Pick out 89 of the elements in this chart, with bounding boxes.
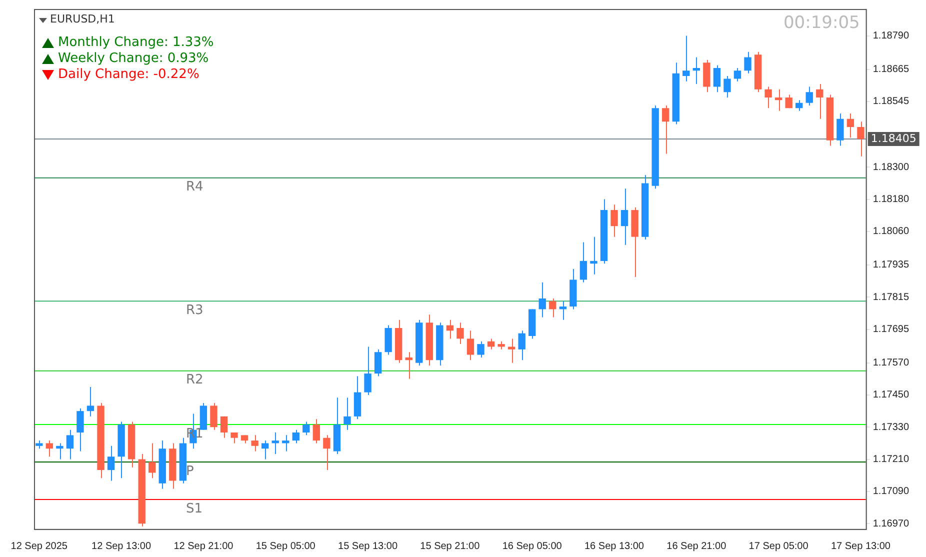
y-tick-label: 1.17090	[872, 486, 910, 498]
candlestick	[56, 442, 64, 460]
candlestick	[662, 104, 670, 154]
x-tick-label: 12 Sep 13:00	[92, 540, 152, 552]
candlestick	[46, 440, 53, 458]
candlestick	[302, 421, 310, 436]
candlestick	[796, 100, 803, 112]
ref-line-label: 1.18405	[870, 132, 916, 145]
candlestick	[580, 242, 588, 283]
candlestick	[692, 56, 700, 85]
candlestick	[590, 236, 598, 275]
y-tick-label: 1.17570	[872, 358, 910, 369]
candlestick	[261, 440, 269, 460]
y-tick-label: 1.18060	[872, 226, 910, 238]
candlestick	[713, 64, 721, 93]
x-tick-label: 16 Sep 13:00	[584, 540, 644, 552]
candlestick	[107, 445, 115, 482]
y-tick-label: 1.17935	[872, 260, 910, 271]
candlestick	[374, 348, 382, 377]
x-tick-label: 12 Sep 2025	[10, 540, 68, 552]
y-tick-label: 1.18665	[872, 64, 910, 76]
candlestick	[508, 338, 516, 364]
candlestick	[446, 319, 454, 340]
candlestick	[774, 88, 782, 112]
annotation: Monthly Change: 1.33%	[58, 35, 214, 50]
x-tick-label: 17 Sep 13:00	[830, 540, 891, 552]
y-tick-label: 1.18300	[872, 162, 910, 173]
candlestick	[682, 35, 690, 82]
candlestick	[220, 416, 228, 438]
x-tick-label: 15 Sep 21:00	[420, 540, 480, 552]
candlestick	[549, 298, 556, 318]
candlestick	[744, 51, 752, 74]
annotation: Weekly Change: 0.93%	[58, 51, 209, 66]
candlestick	[405, 352, 412, 380]
candlestick	[518, 330, 526, 361]
candlestick	[76, 408, 84, 452]
candlestick	[734, 67, 742, 82]
candlestick	[312, 418, 320, 444]
candlestick	[785, 94, 792, 109]
candlestick	[477, 340, 484, 358]
candlestick	[487, 338, 495, 350]
candlestick	[620, 188, 628, 246]
x-tick-label: 17 Sep 05:00	[748, 540, 809, 552]
x-tick-label: 12 Sep 21:00	[174, 540, 234, 552]
candlestick	[538, 282, 546, 318]
ref-line-label: R3	[186, 303, 204, 318]
x-tick-label: 16 Sep 21:00	[666, 540, 727, 552]
candlestick	[559, 300, 566, 320]
chart-title: EURUSD,H1	[50, 12, 115, 26]
y-tick-label: 1.18790	[872, 30, 910, 42]
y-tick-label: 1.17695	[872, 324, 910, 336]
candlestick	[251, 434, 258, 452]
candlestick	[816, 84, 824, 120]
candlestick	[857, 121, 864, 157]
y-tick-label: 1.17210	[872, 454, 910, 466]
candlestick	[846, 113, 854, 138]
candlestick	[724, 76, 731, 98]
candlestick	[466, 330, 474, 361]
candlestick	[272, 432, 279, 454]
candlestick	[764, 86, 772, 109]
y-tick-label: 1.18180	[872, 194, 910, 206]
annotation: 00:19:05	[783, 12, 860, 33]
x-tick-label: 15 Sep 13:00	[338, 540, 398, 552]
y-tick-label: 1.17450	[872, 390, 910, 401]
candlestick	[836, 113, 844, 146]
candlestick	[323, 434, 330, 471]
ref-line-label: R2	[186, 372, 204, 388]
candlestick	[210, 402, 218, 430]
candlestick	[66, 429, 74, 460]
candlestick	[364, 346, 372, 396]
x-tick-label: 16 Sep 05:00	[502, 540, 562, 552]
candlestick	[344, 397, 351, 430]
candlestick	[292, 429, 300, 444]
y-tick-label: 1.18545	[872, 96, 910, 108]
ref-line-label: P	[186, 464, 194, 479]
y-tick-label: 1.16970	[872, 518, 910, 530]
candlestick	[806, 86, 813, 106]
ref-line-label: R4	[186, 180, 204, 195]
candlestick	[282, 434, 290, 452]
candlestick	[230, 432, 238, 444]
annotation: Daily Change: -0.22%	[58, 67, 200, 82]
y-tick-label: 1.17330	[872, 422, 910, 433]
candlestick	[86, 386, 94, 417]
x-tick-label: 15 Sep 05:00	[256, 540, 316, 552]
candlestick	[456, 322, 464, 345]
candlestick	[148, 442, 156, 479]
y-tick-label: 1.17815	[872, 292, 910, 303]
candlestick	[610, 204, 618, 238]
ref-line-label: S1	[186, 501, 203, 516]
